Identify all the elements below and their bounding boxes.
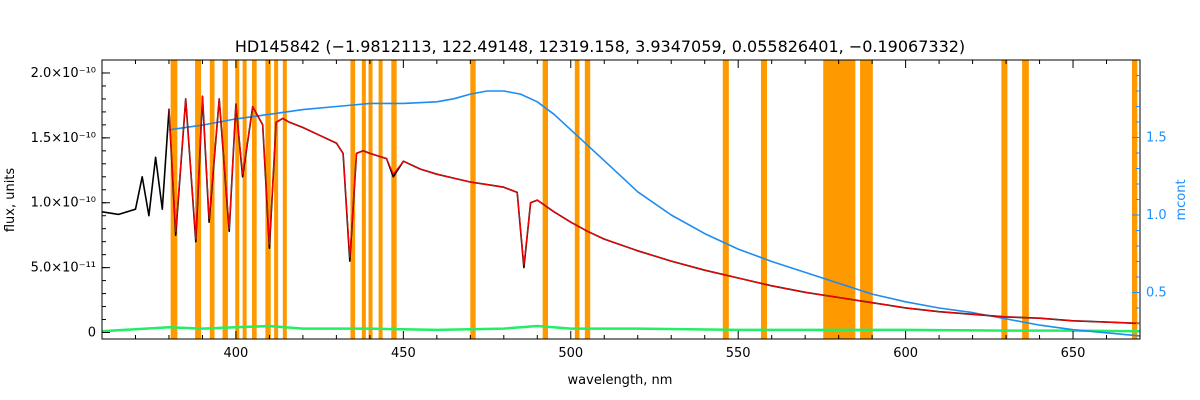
y2-tick-label: 0.5: [1146, 286, 1167, 301]
mask-band: [1001, 60, 1008, 339]
mask-band: [542, 60, 549, 339]
residual-line: [101, 324, 1141, 333]
mask-band: [1022, 60, 1029, 339]
y-axis-left: 0 5.0×10⁻¹¹ 1.0×10⁻¹⁰ 1.5×10⁻¹⁰ 2.0×10⁻¹⁰: [31, 59, 110, 341]
model-flux-line: [168, 95, 1141, 324]
y-tick-label: 5.0×10⁻¹¹: [31, 261, 96, 276]
mask-band: [1131, 60, 1138, 339]
x-tick-label: 550: [726, 346, 751, 361]
mask-band: [391, 60, 397, 339]
plot-frame: [101, 59, 1141, 340]
y2-tick-label: 1.0: [1146, 208, 1167, 223]
x-tick-label: 500: [558, 346, 583, 361]
y-tick-label: 0: [88, 326, 96, 341]
mask-band: [242, 60, 247, 339]
mask-band: [470, 60, 476, 339]
mask-band: [760, 60, 767, 339]
mask-band: [823, 60, 856, 339]
mask-band: [722, 60, 729, 339]
mask-band: [574, 60, 580, 339]
series-lines: [101, 90, 1141, 337]
x-tick-label: 600: [893, 346, 918, 361]
mask-band: [222, 60, 228, 339]
mask-band: [368, 60, 373, 339]
mask-band: [274, 60, 279, 339]
x-tick-label: 450: [391, 346, 416, 361]
mask-band: [252, 60, 257, 339]
mask-band: [350, 60, 356, 339]
observed-flux-line: [101, 95, 1141, 325]
y-tick-label: 1.5×10⁻¹⁰: [31, 131, 96, 146]
y-tick-label: 2.0×10⁻¹⁰: [31, 66, 96, 81]
mask-band: [860, 60, 873, 339]
mask-band: [584, 60, 591, 339]
y-axis-right: 0.5 1.0 1.5: [1132, 75, 1167, 324]
y-axis-label: flux, units: [3, 168, 18, 233]
x-tick-label: 650: [1061, 346, 1086, 361]
chart-title: HD145842 (−1.9812113, 122.49148, 12319.1…: [235, 37, 965, 56]
y2-axis-label: mcont: [1174, 179, 1189, 220]
x-axis-label: wavelength, nm: [568, 373, 673, 388]
mask-band: [235, 60, 240, 339]
y-tick-label: 1.0×10⁻¹⁰: [31, 196, 96, 211]
mask-band: [361, 60, 366, 339]
mask-band: [378, 60, 383, 339]
mask-band: [265, 60, 271, 339]
y2-tick-label: 1.5: [1146, 131, 1167, 146]
mask-bands: [170, 60, 1138, 339]
mask-band: [282, 60, 287, 339]
mask-band: [209, 60, 215, 339]
x-axis: 400 450 500 550 600 650: [101, 60, 1141, 361]
x-tick-label: 400: [224, 346, 249, 361]
mcont-line: [168, 90, 1141, 337]
